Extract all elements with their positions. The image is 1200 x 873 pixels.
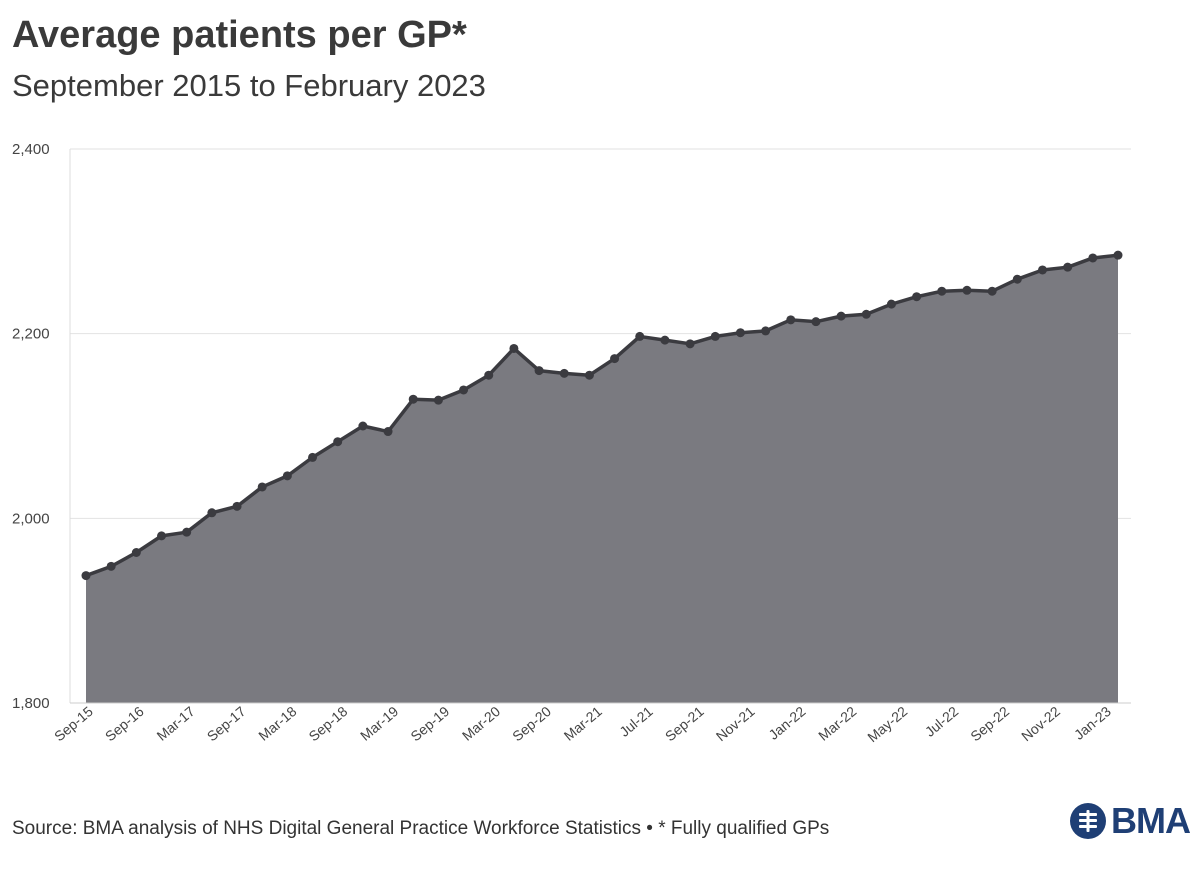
data-point: [861, 309, 871, 319]
data-point: [358, 421, 368, 431]
x-axis: Sep-15 Sep-16 Mar-17 Sep-17 Mar-18 Sep-18 Mar-…: [51, 702, 1131, 745]
chart-title: Average patients per GP*: [12, 14, 467, 56]
x-tick-label: Mar-22: [815, 703, 859, 744]
brand-name: BMA: [1111, 800, 1191, 841]
y-tick-label: 2,200: [12, 326, 50, 343]
y-tick-label: 2,000: [12, 510, 50, 527]
data-point: [786, 315, 796, 325]
data-point: [484, 370, 494, 380]
data-point: [987, 286, 997, 296]
data-point: [937, 286, 947, 296]
data-point: [182, 527, 192, 537]
bma-logo: BMA: [1069, 800, 1191, 842]
x-tick-label: Mar-19: [357, 703, 401, 744]
y-axis: 1,800 2,000 2,200 2,400: [12, 141, 50, 712]
data-point: [534, 366, 544, 376]
data-point: [710, 331, 720, 341]
bma-emblem-icon: [1070, 803, 1107, 839]
data-point: [610, 354, 620, 364]
data-point: [207, 508, 217, 518]
x-tick-label: Sep-18: [306, 703, 351, 744]
data-point: [308, 452, 318, 462]
data-point: [257, 482, 267, 492]
y-tick-label: 1,800: [12, 695, 50, 712]
area-fill: [86, 255, 1118, 703]
x-tick-label: Sep-20: [509, 703, 554, 744]
data-point: [383, 427, 393, 437]
x-tick-label: Nov-21: [713, 703, 758, 744]
data-point: [559, 368, 569, 378]
x-tick-label: Jul-22: [922, 703, 962, 740]
data-point: [333, 437, 343, 447]
data-point: [1113, 250, 1123, 260]
y-tick-label: 2,400: [12, 141, 50, 158]
point-layer: [81, 250, 1123, 581]
x-tick-label: Sep-22: [967, 703, 1012, 744]
x-tick-label: Jul-21: [616, 703, 656, 740]
chart-subtitle: September 2015 to February 2023: [12, 68, 486, 103]
data-point: [81, 571, 91, 581]
data-point: [433, 395, 443, 405]
data-point: [912, 292, 922, 302]
x-tick-label: Mar-18: [255, 703, 299, 744]
x-tick-label: Sep-17: [204, 703, 249, 744]
x-tick-label: Sep-21: [662, 703, 707, 744]
x-tick-label: Mar-17: [153, 703, 197, 744]
data-point: [584, 370, 594, 380]
data-point: [282, 471, 292, 481]
x-tick-label: Jan-22: [765, 703, 808, 743]
x-tick-label: Nov-22: [1018, 703, 1063, 744]
source-footnote: Source: BMA analysis of NHS Digital Gene…: [12, 818, 830, 839]
area-layer: [85, 253, 1119, 703]
data-point: [131, 547, 141, 557]
x-tick-label: Sep-19: [407, 703, 452, 744]
data-point: [836, 311, 846, 321]
x-tick-label: May-22: [864, 703, 910, 745]
data-point: [459, 385, 469, 395]
x-tick-label: Sep-15: [51, 703, 96, 744]
data-point: [1037, 265, 1047, 275]
x-tick-label: Jan-23: [1071, 703, 1114, 743]
data-point: [509, 343, 519, 353]
data-point: [761, 326, 771, 336]
data-point: [635, 331, 645, 341]
data-point: [962, 285, 972, 295]
x-tick-label: Mar-20: [459, 703, 503, 744]
data-point: [1063, 262, 1073, 272]
data-point: [735, 328, 745, 338]
x-tick-label: Mar-21: [561, 703, 605, 744]
data-point: [157, 531, 167, 541]
data-point: [106, 561, 116, 571]
data-point: [886, 299, 896, 309]
data-point: [232, 501, 242, 511]
data-point: [1012, 274, 1022, 284]
data-point: [660, 335, 670, 345]
data-point: [408, 394, 418, 404]
x-tick-label: Sep-16: [102, 703, 147, 744]
data-point: [811, 317, 821, 327]
data-point: [1088, 253, 1098, 263]
data-point: [685, 339, 695, 349]
